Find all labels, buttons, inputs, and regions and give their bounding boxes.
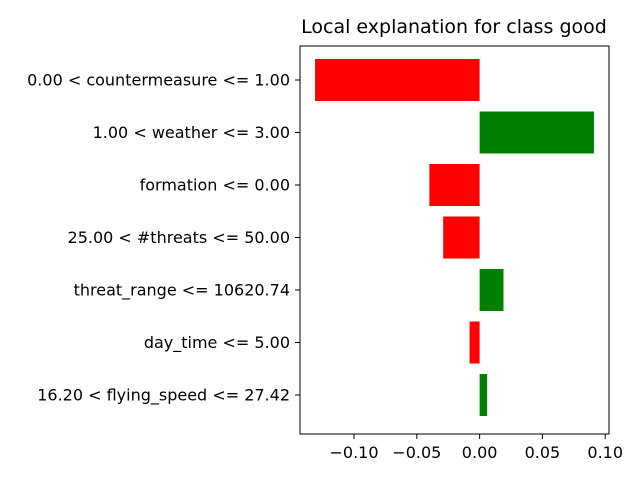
y-tick-label: formation <= 0.00 xyxy=(140,176,290,195)
y-tick-label: 1.00 < weather <= 3.00 xyxy=(93,123,290,142)
bar-6 xyxy=(479,374,488,416)
x-tick-label: 0.00 xyxy=(462,443,498,462)
plot-frame xyxy=(299,45,610,435)
x-tick-label: −0.05 xyxy=(392,443,441,462)
y-tick-label: threat_range <= 10620.74 xyxy=(74,281,290,301)
bar-0 xyxy=(315,59,480,101)
bar-2 xyxy=(429,164,480,206)
y-tick-label: 0.00 < countermeasure <= 1.00 xyxy=(27,71,290,90)
y-tick-label: 16.20 < flying_speed <= 27.42 xyxy=(37,386,290,406)
x-axis-ticks: −0.10 −0.05 0.00 0.05 0.10 xyxy=(329,434,623,462)
bar-4 xyxy=(479,269,504,311)
x-tick-label: −0.10 xyxy=(329,443,378,462)
bar-3 xyxy=(443,216,480,259)
chart-title: Local explanation for class good xyxy=(301,16,607,38)
x-tick-label: 0.10 xyxy=(587,443,623,462)
y-tick-label: 25.00 < #threats <= 50.00 xyxy=(68,228,290,247)
bar-5 xyxy=(469,321,480,364)
y-tick-label: day_time <= 5.00 xyxy=(144,333,290,353)
y-axis-ticks: 0.00 < countermeasure <= 1.00 1.00 < weat… xyxy=(27,71,300,406)
x-tick-label: 0.05 xyxy=(525,443,561,462)
bar-1 xyxy=(479,111,594,154)
bars-group xyxy=(315,59,594,416)
